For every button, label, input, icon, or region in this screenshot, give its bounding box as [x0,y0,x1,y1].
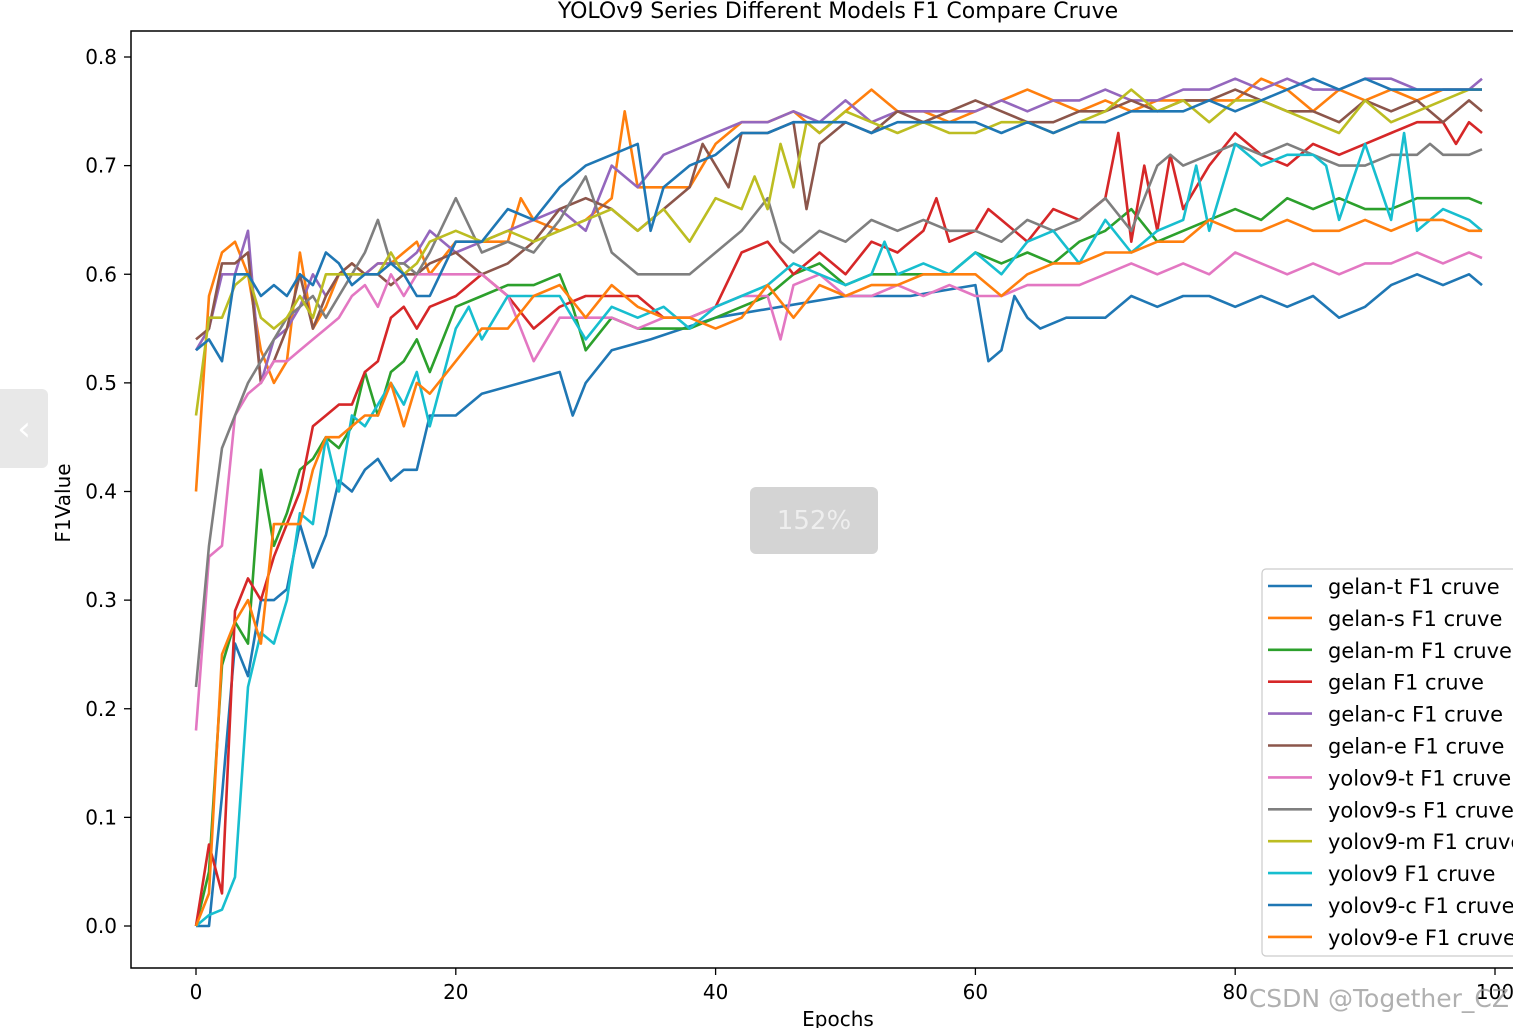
series-line-gelan-s-f1-cruve [194,77,1482,492]
y-tick-label: 0.8 [85,45,117,69]
legend-entry: gelan-s F1 cruve [1328,607,1502,631]
series-line-yolov9-e-f1-cruve [194,218,1482,927]
x-axis-label: Epochs [802,1007,874,1028]
y-axis: 0.0 0.1 0.2 0.3 0.4 0.5 0.6 0.7 0.8 [85,45,131,938]
chart-title: YOLOv9 Series Different Models F1 Compar… [557,0,1118,24]
legend-entry: yolov9 F1 cruve [1328,862,1495,886]
y-tick-label: 0.0 [85,914,117,938]
series-line-yolov9-c-f1-cruve [195,77,1482,363]
legend-entry: yolov9-t F1 cruve [1328,766,1511,790]
back-button[interactable]: ‹ [0,389,48,468]
series-line-yolov9-s-f1-cruve [194,142,1483,688]
x-tick-label: 0 [190,980,203,1004]
legend-box [1261,568,1513,957]
x-tick-label: 40 [703,980,728,1004]
y-tick-label: 0.4 [85,480,117,504]
legend-entry: gelan F1 cruve [1328,671,1484,695]
y-tick-label: 0.6 [85,262,117,286]
legend: gelan-t F1 cruve gelan-s F1 cruve gelan-m … [1261,568,1513,957]
legend-entry: yolov9-m F1 cruve [1328,830,1513,854]
series-line-gelan-c-f1-cruve [194,77,1483,385]
y-tick-label: 0.2 [85,697,117,721]
x-tick-label: 80 [1222,980,1247,1004]
x-tick-label: 100 [1476,980,1513,1004]
legend-entry: gelan-c F1 cruve [1328,703,1503,727]
zoom-level-badge: 152% [750,487,878,554]
legend-entry: gelan-m F1 cruve [1328,639,1512,663]
x-axis: 0 20 40 60 80 100 [190,968,1513,1004]
y-tick-label: 0.1 [85,805,117,829]
legend-entry: yolov9-s F1 cruve [1328,798,1513,822]
y-tick-label: 0.3 [85,588,117,612]
legend-entry: yolov9-c F1 cruve [1328,894,1513,918]
y-tick-label: 0.7 [85,154,117,178]
y-axis-label: F1Value [51,463,75,542]
legend-entry: gelan-e F1 cruve [1328,735,1504,759]
plot-lines [194,77,1483,928]
legend-entry: gelan-t F1 cruve [1328,575,1500,599]
series-line-gelan-f1-cruve [194,120,1483,927]
x-tick-label: 60 [963,980,988,1004]
chevron-left-icon: ‹ [17,408,31,449]
x-tick-label: 20 [443,980,468,1004]
series-line-gelan-e-f1-cruve [195,88,1483,385]
y-tick-label: 0.5 [85,371,117,395]
axes-frame [130,30,1513,969]
legend-entry: yolov9-e F1 cruve [1328,926,1513,950]
